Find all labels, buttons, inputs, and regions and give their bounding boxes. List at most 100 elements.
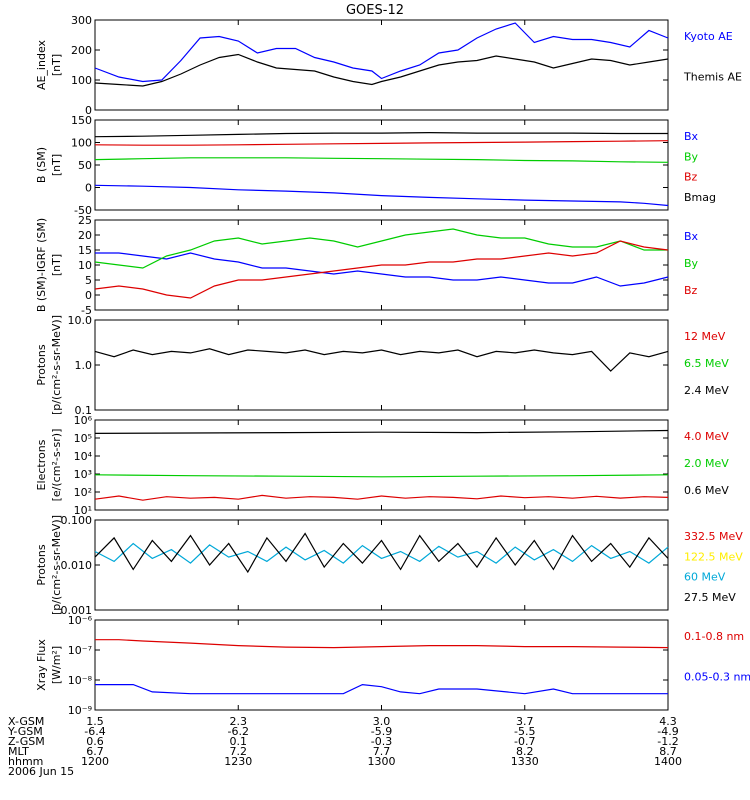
y-axis-units: [p/(cm²-s-sr-MeV)] [50, 515, 63, 615]
y-axis-label: Electrons [35, 439, 48, 490]
y-tick-label: 100 [71, 137, 92, 150]
y-axis-label: B (SM)-IGRF (SM) [35, 218, 48, 312]
series-line-0-05-0-3-nm [95, 683, 668, 695]
footer-value: 8.2 [516, 745, 534, 758]
series-line-bx [95, 252, 669, 287]
y-tick-label: 10⁻⁶ [68, 614, 93, 627]
y-tick-label: 10⁻⁷ [68, 644, 92, 657]
legend-60-mev: 60 MeV [684, 571, 726, 584]
panel-7: 10⁻⁹ 10⁻⁸ 10⁻⁷ 10⁻⁶ Xray Flux [W/m²] 0.1-0.8 n… [35, 614, 750, 717]
legend-by: By [684, 150, 699, 163]
y-axis-units: [nT] [50, 154, 63, 176]
legend-bx: Bx [684, 130, 699, 143]
panel-3: -5 0 5 10 15 20 25 B (SM)-IGRF (SM) [nT] Bx By Bz [35, 214, 699, 317]
y-tick-label: 0.010 [61, 559, 93, 572]
y-tick-label: 0.001 [61, 604, 93, 617]
y-tick-label: 10³ [74, 468, 92, 481]
y-tick-label: 0.100 [61, 514, 93, 527]
legend-0-05-0-3-nm: 0.05-0.3 nm [684, 671, 750, 684]
y-axis-label: B (SM) [35, 147, 48, 183]
y-axis-label: Protons [35, 544, 48, 585]
legend-12-mev: 12 MeV [684, 330, 726, 343]
y-tick-label: 10⁶ [74, 414, 93, 427]
y-tick-label: 25 [78, 214, 92, 227]
footer-value: 7.7 [373, 745, 391, 758]
series-line-themis-ae [94, 53, 669, 87]
panel-6: 0.001 0.010 0.100 Protons [p/(cm²-s-sr-MeV)]… [35, 514, 743, 617]
series-line-27-5-mev [94, 532, 669, 574]
legend-332-5-mev: 332.5 MeV [684, 530, 743, 543]
footer-value: -1.2 [657, 735, 678, 748]
legend-bz: Bz [684, 171, 698, 184]
footer-value: 3.0 [373, 715, 391, 728]
y-tick-label: -50 [74, 204, 92, 217]
footer-row-label: Z-GSM [8, 735, 45, 748]
panel-1: 0 100 200 300 AE_index [nT] Kyoto AE Themis AE [35, 14, 742, 117]
series-line-2-4-mev [94, 348, 669, 372]
legend-themis-ae: Themis AE [683, 71, 742, 84]
footer-value: 1230 [224, 755, 252, 768]
y-tick-label: 15 [78, 244, 92, 257]
series-line-bz [94, 140, 669, 146]
y-axis-units: [nT] [50, 54, 63, 76]
y-tick-label: 20 [78, 229, 92, 242]
legend-2-4-mev: 2.4 MeV [684, 384, 729, 397]
footer-value: 4.3 [659, 715, 677, 728]
footer-value: -5.5 [514, 725, 535, 738]
series-line-bz [94, 240, 669, 299]
footer-value: 8.7 [659, 745, 677, 758]
footer-value: 2.3 [230, 715, 248, 728]
legend-6-5-mev: 6.5 MeV [684, 357, 729, 370]
footer-value: 6.7 [86, 745, 104, 758]
y-axis-label: Protons [35, 344, 48, 385]
y-tick-label: 0.1 [75, 404, 93, 417]
y-tick-label: 200 [71, 44, 92, 57]
y-axis-label: Xray Flux [35, 639, 48, 691]
footer-value: -6.4 [84, 725, 105, 738]
footer-value: 3.7 [516, 715, 534, 728]
footer-value: 0.1 [230, 735, 248, 748]
y-tick-label: 10.0 [68, 314, 93, 327]
footer-value: -0.7 [514, 735, 535, 748]
series-line-by [94, 157, 669, 163]
y-tick-label: 1.0 [75, 359, 93, 372]
footer-value: 1.5 [86, 715, 104, 728]
y-tick-label: 300 [71, 14, 92, 27]
footer-row-label: 2006 Jun 15 [8, 765, 74, 778]
footer-row-label: MLT [8, 745, 29, 758]
panel-frame [94, 19, 669, 111]
panel-5: 10¹ 10² 10³ 10⁴ 10⁵ 10⁶ Electrons [e/(cm²-s-sr)… [35, 414, 729, 517]
footer-value: -5.9 [371, 725, 392, 738]
legend-bx: Bx [684, 230, 699, 243]
plot-title: GOES-12 [346, 3, 404, 18]
series-line-4-0-mev [94, 494, 669, 501]
y-tick-label: 0 [85, 182, 92, 195]
legend-kyoto-ae: Kyoto AE [684, 30, 733, 43]
footer-value: 1200 [81, 755, 109, 768]
y-axis-units: [W/m²] [50, 646, 63, 684]
panel-frame [94, 619, 669, 711]
series-line-bx [94, 184, 669, 207]
y-tick-label: 150 [71, 114, 92, 127]
y-tick-label: 10⁵ [74, 432, 92, 445]
y-axis-units: [nT] [50, 254, 63, 276]
footer-row-label: hhmm [8, 755, 43, 768]
footer-row-label: Y-GSM [7, 725, 43, 738]
y-tick-label: 100 [71, 74, 92, 87]
panel-2: -50 0 50 100 150 B (SM) [nT] Bx By Bz Bmag [35, 114, 716, 217]
footer-value: 7.2 [230, 745, 248, 758]
footer-value: -4.9 [657, 725, 678, 738]
y-axis-label: AE_index [35, 39, 48, 90]
series-line-2-0-mev [94, 474, 669, 478]
y-tick-label: 10⁴ [74, 450, 93, 463]
y-tick-label: 50 [78, 159, 92, 172]
series-line-0-6-mev [94, 429, 669, 434]
legend-0-6-mev: 0.6 MeV [684, 484, 729, 497]
series-line-by [94, 228, 668, 269]
y-axis-units: [e/(cm²-s-sr)] [50, 429, 63, 502]
footer-value: 0.6 [86, 735, 104, 748]
footer-row-label: X-GSM [8, 715, 44, 728]
